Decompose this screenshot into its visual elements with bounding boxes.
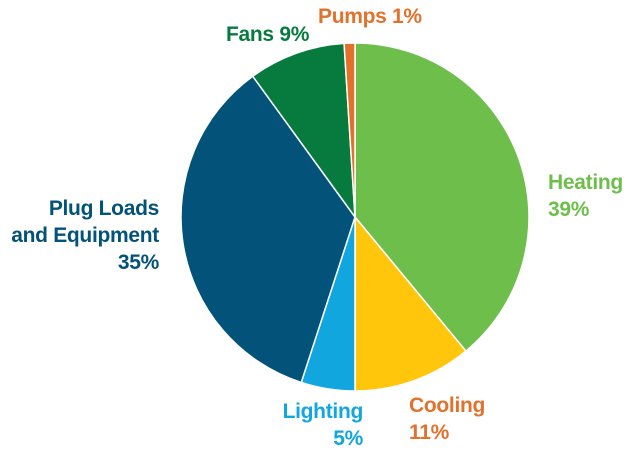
label-heating: Heating 39% [548,169,623,223]
pie-slice-pumps [343,42,356,218]
label-plug-name-1: Plug Loads [48,197,159,220]
label-cooling-name: Cooling [409,394,486,417]
pie-slice-fans [251,42,356,218]
label-heating-name: Heating [548,171,623,194]
label-plug-name-2: and Equipment [11,224,159,247]
pie-slice-heating [354,42,530,352]
label-pumps-text: Pumps 1% [318,5,422,28]
label-heating-value: 39% [548,198,590,221]
pie-slice-plug-loads-and-equipment [180,75,356,384]
label-lighting-name: Lighting [282,400,364,423]
label-pumps: Pumps 1% [318,3,422,30]
label-lighting: Lighting 5% [282,398,364,452]
label-fans-text: Fans 9% [226,23,310,46]
label-fans: Fans 9% [226,21,309,48]
label-plug-loads: Plug Loads and Equipment 35% [11,195,159,276]
label-cooling-value: 11% [409,421,449,444]
label-plug-value: 35% [117,251,159,274]
label-lighting-value: 5% [333,427,363,450]
label-cooling: Cooling 11% [409,392,485,446]
pie-slice-cooling [354,216,467,392]
